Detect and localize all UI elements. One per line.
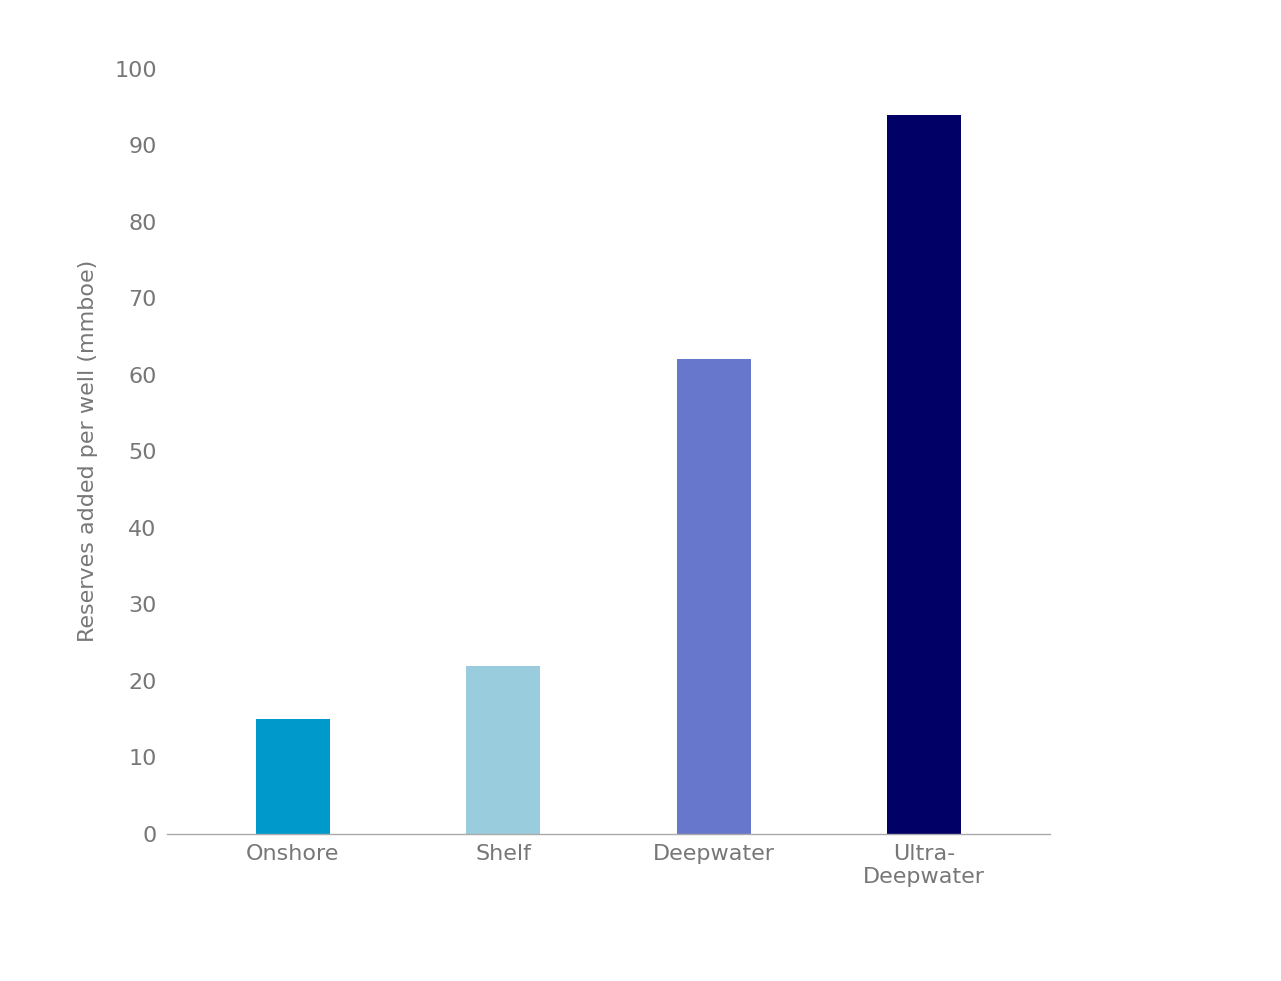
Y-axis label: Reserves added per well (mmboe): Reserves added per well (mmboe): [78, 260, 97, 643]
Bar: [676, 359, 751, 834]
Bar: [888, 115, 961, 834]
Bar: [256, 719, 329, 834]
Bar: [466, 665, 541, 834]
